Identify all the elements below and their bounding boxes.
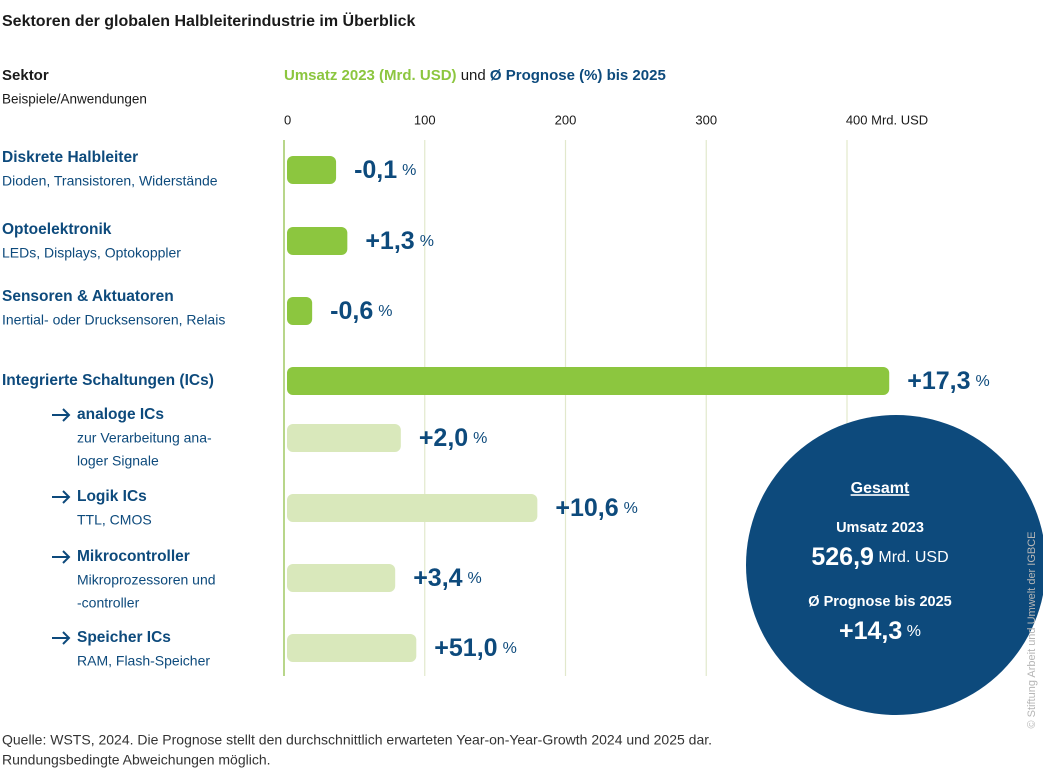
x-tick-label: 200	[555, 112, 577, 127]
category-description: Mikroprozessoren und	[77, 572, 216, 588]
arrow-icon	[52, 631, 71, 645]
legend-revenue: Umsatz 2023 (Mrd. USD)	[284, 67, 457, 84]
legend: Umsatz 2023 (Mrd. USD) und Ø Prognose (%…	[284, 67, 666, 84]
growth-label: +17,3%	[907, 367, 990, 395]
total-circle	[746, 415, 1043, 715]
total-revenue-value: 526,9	[811, 543, 874, 571]
total-growth: +14,3 %	[839, 617, 921, 645]
category-label: Integrierte Schaltungen (ICs)	[2, 372, 214, 389]
chart-title: Sektoren der globalen Halbleiterindustri…	[2, 11, 416, 30]
growth-value: +2,0	[419, 424, 468, 452]
column-header: Sektor	[2, 67, 49, 84]
category-description: Dioden, Transistoren, Widerstände	[2, 173, 218, 189]
category-label: Optoelektronik	[2, 221, 112, 238]
growth-unit: %	[975, 373, 989, 390]
x-tick-label: 0	[284, 112, 291, 127]
bar	[287, 424, 401, 452]
growth-value: +17,3	[907, 367, 970, 395]
growth-unit: %	[624, 500, 638, 517]
x-tick-label: 100	[414, 112, 436, 127]
x-tick-label: 300	[695, 112, 717, 127]
category-label: Sensoren & Aktuatoren	[2, 288, 174, 305]
category-description: Inertial- oder Drucksensoren, Relais	[2, 312, 225, 328]
credit: © Stiftung Arbeit und Umwelt der IGBCE	[1026, 531, 1038, 728]
column-subheader: Beispiele/Anwendungen	[2, 92, 147, 107]
bar	[287, 634, 417, 662]
bar	[287, 227, 348, 255]
arrow-icon	[52, 408, 71, 422]
growth-value: +10,6	[555, 494, 618, 522]
arrow-icon	[52, 490, 71, 504]
growth-label: +2,0%	[419, 424, 488, 452]
growth-label: +51,0%	[434, 634, 517, 662]
total-growth-label: Ø Prognose bis 2025	[808, 594, 951, 610]
total-growth-value: +14,3	[839, 617, 902, 645]
category-description: LEDs, Displays, Optokoppler	[2, 245, 181, 261]
category-label: Mikrocontroller	[77, 548, 190, 565]
bar	[287, 564, 396, 592]
legend-joiner: und	[461, 67, 486, 84]
growth-value: +3,4	[413, 564, 462, 592]
growth-unit: %	[503, 640, 517, 657]
growth-label: +1,3%	[365, 227, 434, 255]
source-line: Rundungsbedingte Abweichungen möglich.	[2, 752, 271, 768]
growth-unit: %	[468, 570, 482, 587]
rows: Diskrete Halbleiter Dioden, Transistoren,…	[2, 149, 990, 669]
bar	[287, 494, 538, 522]
total-title: Gesamt	[851, 480, 910, 497]
growth-value: +51,0	[434, 634, 497, 662]
total-revenue: 526,9 Mrd. USD	[811, 543, 948, 571]
growth-label: +10,6%	[555, 494, 638, 522]
growth-value: -0,1	[354, 156, 397, 184]
arrow-icon	[52, 550, 71, 564]
growth-value: -0,6	[330, 297, 373, 325]
bar	[287, 297, 313, 325]
category-description: TTL, CMOS	[77, 512, 152, 528]
category-label: analoge ICs	[77, 406, 164, 423]
source-line: Quelle: WSTS, 2024. Die Prognose stellt …	[2, 732, 712, 748]
category-label: Diskrete Halbleiter	[2, 149, 138, 166]
growth-unit: %	[473, 430, 487, 447]
bar	[287, 367, 890, 395]
bar	[287, 156, 337, 184]
legend-growth: Ø Prognose (%) bis 2025	[490, 67, 666, 84]
growth-label: +3,4%	[413, 564, 482, 592]
growth-value: +1,3	[365, 227, 414, 255]
category-description: loger Signale	[77, 453, 159, 469]
category-label: Logik ICs	[77, 488, 147, 505]
total-growth-unit: %	[907, 623, 921, 640]
growth-unit: %	[420, 233, 434, 250]
growth-unit: %	[378, 303, 392, 320]
total-revenue-unit: Mrd. USD	[878, 549, 948, 566]
category-description: RAM, Flash-Speicher	[77, 653, 210, 669]
total-revenue-label: Umsatz 2023	[836, 520, 924, 536]
x-tick-label: 400 Mrd. USD	[846, 112, 928, 127]
growth-label: -0,6%	[330, 297, 392, 325]
category-label: Speicher ICs	[77, 629, 171, 646]
growth-label: -0,1%	[354, 156, 416, 184]
category-description: zur Verarbeitung ana-	[77, 430, 212, 446]
category-description: -controller	[77, 595, 140, 611]
growth-unit: %	[402, 162, 416, 179]
